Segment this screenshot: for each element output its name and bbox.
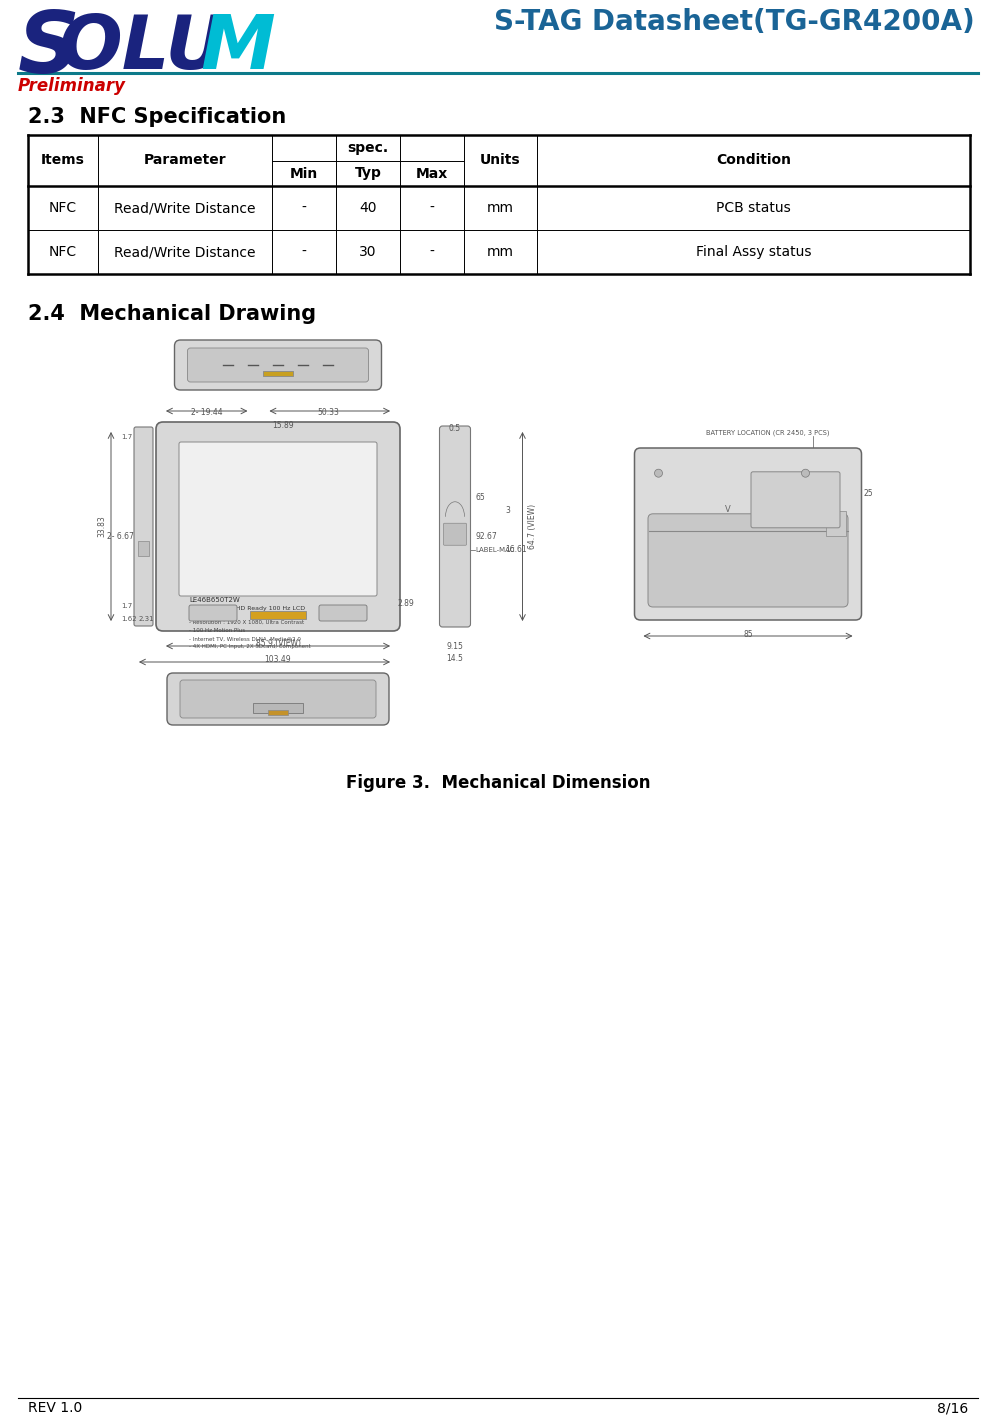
Text: V: V <box>725 506 731 514</box>
Text: 2- 6.67: 2- 6.67 <box>108 531 134 541</box>
Text: - Internet TV, Wireless DLNA, Media@2.0: - Internet TV, Wireless DLNA, Media@2.0 <box>189 637 301 641</box>
Text: 30: 30 <box>360 245 376 259</box>
Text: 46 inch 1080p HD Ready 100 Hz LCD: 46 inch 1080p HD Ready 100 Hz LCD <box>189 607 305 611</box>
Text: 2.89: 2.89 <box>397 600 413 608</box>
Text: Items: Items <box>41 154 85 168</box>
Bar <box>253 703 303 713</box>
Text: -: - <box>302 245 307 259</box>
Text: 9.15: 9.15 <box>446 642 463 651</box>
FancyBboxPatch shape <box>189 605 237 621</box>
Text: -: - <box>429 201 434 215</box>
Text: LABEL-MAC: LABEL-MAC <box>475 547 515 553</box>
Text: LE46B650T2W: LE46B650T2W <box>189 597 240 602</box>
Text: NFC: NFC <box>49 245 77 259</box>
Text: REV 1.0: REV 1.0 <box>28 1401 83 1415</box>
Text: - Resolution : 1920 X 1080, Ultra Contrast: - Resolution : 1920 X 1080, Ultra Contra… <box>189 619 304 625</box>
Text: mm: mm <box>487 245 514 259</box>
Text: $1265: $1265 <box>277 471 340 488</box>
Text: 25: 25 <box>864 490 873 498</box>
Text: PCB status: PCB status <box>716 201 791 215</box>
Text: spec.: spec. <box>348 141 388 155</box>
Text: 15.89: 15.89 <box>272 422 294 430</box>
Text: 1.7: 1.7 <box>121 434 132 440</box>
FancyBboxPatch shape <box>167 674 389 725</box>
Text: 40: 40 <box>360 201 376 215</box>
FancyBboxPatch shape <box>634 449 862 619</box>
Bar <box>263 372 293 376</box>
Text: 14.5: 14.5 <box>446 654 463 664</box>
Text: 3: 3 <box>506 507 510 515</box>
Text: 8/16: 8/16 <box>937 1401 968 1415</box>
Text: 0.5: 0.5 <box>449 424 461 433</box>
Text: 16.61: 16.61 <box>506 545 527 554</box>
Text: BATTERY LOCATION (CR 2450, 3 PCS): BATTERY LOCATION (CR 2450, 3 PCS) <box>706 430 830 436</box>
Text: Condition: Condition <box>716 154 791 168</box>
Text: 85.9 (VIEW): 85.9 (VIEW) <box>256 639 301 648</box>
Text: S: S <box>18 9 80 91</box>
Text: S-TAG Datasheet(TG-GR4200A): S-TAG Datasheet(TG-GR4200A) <box>494 9 975 36</box>
FancyBboxPatch shape <box>156 422 400 631</box>
Text: LABEL-TAG: LABEL-TAG <box>777 497 814 503</box>
Text: Parameter: Parameter <box>143 154 226 168</box>
Text: Preliminary: Preliminary <box>18 77 126 95</box>
Text: - 4X HDMI, PC Input, 2X SDcard, Component: - 4X HDMI, PC Input, 2X SDcard, Componen… <box>189 644 311 649</box>
FancyBboxPatch shape <box>174 340 381 390</box>
Text: 1.7: 1.7 <box>121 602 132 609</box>
Text: NFC: NFC <box>49 201 77 215</box>
FancyBboxPatch shape <box>443 523 466 545</box>
Text: 2- 19.44: 2- 19.44 <box>191 409 222 417</box>
Text: 103.49: 103.49 <box>265 655 291 664</box>
Text: 65: 65 <box>475 493 485 501</box>
Bar <box>826 511 846 537</box>
Text: 50.33: 50.33 <box>318 409 340 417</box>
Text: 33.83: 33.83 <box>97 515 106 537</box>
Text: -: - <box>429 245 434 259</box>
Circle shape <box>654 468 662 477</box>
Text: M: M <box>175 11 276 85</box>
Text: 64.7 (VIEW): 64.7 (VIEW) <box>528 504 537 550</box>
Text: Inc. VAT: Inc. VAT <box>340 486 365 491</box>
Text: Final Assy status: Final Assy status <box>695 245 811 259</box>
Text: Figure 3.  Mechanical Dimension: Figure 3. Mechanical Dimension <box>346 775 650 792</box>
FancyBboxPatch shape <box>187 347 369 382</box>
Text: 2.3  NFC Specification: 2.3 NFC Specification <box>28 107 286 127</box>
Text: 85: 85 <box>743 629 753 639</box>
Text: 2.4  Mechanical Drawing: 2.4 Mechanical Drawing <box>28 303 316 325</box>
Text: Units: Units <box>480 154 521 168</box>
FancyBboxPatch shape <box>648 514 848 607</box>
Text: .50: .50 <box>340 468 358 478</box>
Text: Min: Min <box>290 167 318 181</box>
FancyBboxPatch shape <box>180 681 376 718</box>
FancyBboxPatch shape <box>134 427 153 627</box>
Text: 92.67: 92.67 <box>475 531 497 541</box>
Bar <box>250 611 306 619</box>
FancyBboxPatch shape <box>179 441 377 597</box>
Text: SAMSUNG: SAMSUNG <box>189 584 240 592</box>
Text: mm: mm <box>487 201 514 215</box>
Text: Read/Write Distance: Read/Write Distance <box>115 201 256 215</box>
FancyBboxPatch shape <box>439 426 470 627</box>
Text: 2.31: 2.31 <box>139 617 154 622</box>
Circle shape <box>802 468 810 477</box>
Text: - 100 Hz Motion Plus: - 100 Hz Motion Plus <box>189 628 245 634</box>
Bar <box>138 541 149 555</box>
Text: 1.62: 1.62 <box>121 617 136 622</box>
FancyBboxPatch shape <box>751 471 840 528</box>
Text: -: - <box>302 201 307 215</box>
Text: OLU: OLU <box>58 11 226 85</box>
Text: Typ: Typ <box>355 167 381 181</box>
Bar <box>268 711 288 715</box>
Text: Read/Write Distance: Read/Write Distance <box>115 245 256 259</box>
FancyBboxPatch shape <box>319 605 367 621</box>
Text: Max: Max <box>416 167 448 181</box>
